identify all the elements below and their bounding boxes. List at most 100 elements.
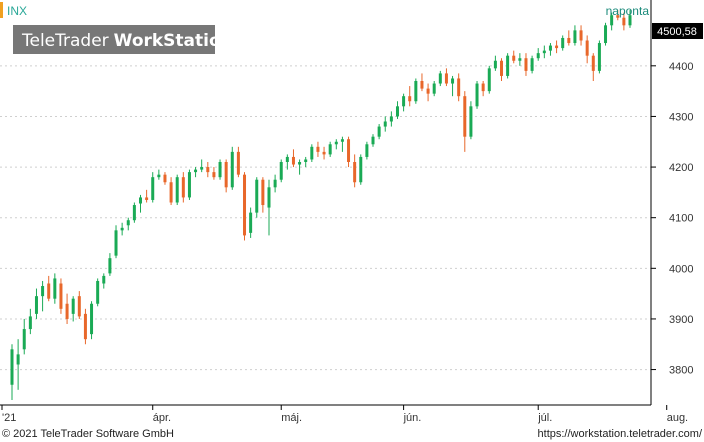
- candle-body: [279, 162, 283, 180]
- candle-body: [322, 151, 326, 155]
- watermark: TeleTrader WorkStation: [21, 31, 233, 51]
- x-tick-label: '21: [2, 412, 16, 424]
- candle-body: [451, 78, 455, 84]
- x-tick-label: jún.: [403, 412, 422, 424]
- candle-body: [616, 15, 620, 18]
- watermark-brand: TeleTrader: [21, 31, 109, 51]
- candle-body: [59, 283, 63, 309]
- candle-body: [71, 298, 75, 314]
- x-tick-label: ápr.: [153, 412, 171, 424]
- last-price-tag: [652, 23, 703, 39]
- candle-body: [236, 151, 240, 175]
- candle-body: [463, 96, 467, 137]
- candle-body: [157, 174, 161, 178]
- candle-body: [261, 179, 265, 206]
- candle-body: [53, 278, 57, 299]
- candles: [10, 10, 632, 400]
- candle-body: [298, 162, 302, 165]
- candle-body: [169, 182, 173, 203]
- candle-body: [206, 167, 210, 173]
- candle-body: [16, 354, 20, 365]
- candle-body: [420, 81, 424, 89]
- candle-body: [426, 88, 430, 94]
- candle-body: [138, 197, 142, 204]
- candle-body: [432, 83, 436, 94]
- candle-body: [597, 43, 601, 71]
- candle-body: [628, 15, 632, 26]
- symbol-label: INX: [7, 4, 27, 18]
- candle-body: [475, 83, 479, 107]
- y-tick-label: 3900: [669, 314, 693, 326]
- x-axis-ticks: '21 ápr. máj. jún. júl. aug.: [1, 405, 688, 424]
- candle-body: [493, 60, 497, 69]
- candle-body: [132, 205, 136, 221]
- candle-body: [255, 179, 259, 213]
- candle-body: [200, 167, 204, 170]
- candle-body: [316, 146, 320, 152]
- candle-body: [291, 156, 295, 165]
- symbol-accent-bar: [0, 2, 3, 18]
- candle-body: [218, 162, 222, 178]
- candle-body: [365, 144, 369, 157]
- candle-body: [10, 349, 14, 385]
- candle-body: [65, 303, 69, 319]
- candle-body: [47, 283, 51, 299]
- candle-body: [34, 296, 38, 314]
- candle-body: [194, 169, 198, 173]
- grid-lines: [0, 65, 651, 371]
- candle-body: [108, 258, 112, 274]
- candle-body: [224, 162, 228, 188]
- candle-body: [548, 45, 552, 51]
- candle-body: [444, 73, 448, 84]
- candle-body: [334, 141, 338, 145]
- candle-body: [267, 187, 271, 208]
- candle-body: [285, 156, 289, 162]
- candle-body: [151, 177, 155, 200]
- copyright-text: © 2021 TeleTrader Software GmbH: [2, 428, 174, 440]
- interval-label: naponta: [606, 4, 650, 18]
- candle-body: [591, 55, 595, 71]
- x-tick-label: aug.: [667, 412, 688, 424]
- candle-body: [22, 329, 26, 350]
- candle-body: [212, 172, 216, 178]
- candle-body: [622, 17, 626, 26]
- candle-body: [181, 177, 185, 198]
- website-link[interactable]: https://workstation.teletrader.com/: [538, 428, 703, 440]
- candle-body: [457, 78, 461, 97]
- candle-body: [402, 96, 406, 107]
- candle-body: [120, 227, 124, 231]
- candle-body: [610, 15, 614, 26]
- candle-body: [340, 139, 344, 142]
- y-tick-label: 3800: [669, 365, 693, 377]
- y-tick-label: 4100: [669, 213, 693, 225]
- candle-body: [438, 73, 442, 84]
- y-tick-label: 4400: [669, 61, 693, 73]
- candle-body: [243, 174, 247, 236]
- candle-body: [96, 280, 100, 304]
- candle-body: [77, 296, 81, 317]
- candle-body: [304, 159, 308, 162]
- candle-body: [567, 37, 571, 44]
- candle-body: [377, 126, 381, 137]
- candle-body: [500, 60, 504, 76]
- candle-body: [310, 146, 314, 160]
- candle-body: [145, 197, 149, 200]
- y-tick-label: 4000: [669, 263, 693, 275]
- candle-body: [469, 106, 473, 137]
- candle-body: [90, 303, 94, 335]
- candle-body: [573, 30, 577, 44]
- candle-body: [512, 55, 516, 61]
- candle-body: [28, 316, 32, 330]
- candle-body: [359, 156, 363, 183]
- candle-body: [175, 177, 179, 203]
- candle-body: [579, 30, 583, 41]
- watermark-box: [13, 25, 215, 54]
- candle-body: [328, 144, 332, 155]
- candle-body: [555, 45, 559, 49]
- last-price-label: 4500,58: [657, 26, 697, 38]
- candle-body: [604, 25, 608, 44]
- candle-body: [347, 139, 351, 162]
- candle-body: [371, 136, 375, 145]
